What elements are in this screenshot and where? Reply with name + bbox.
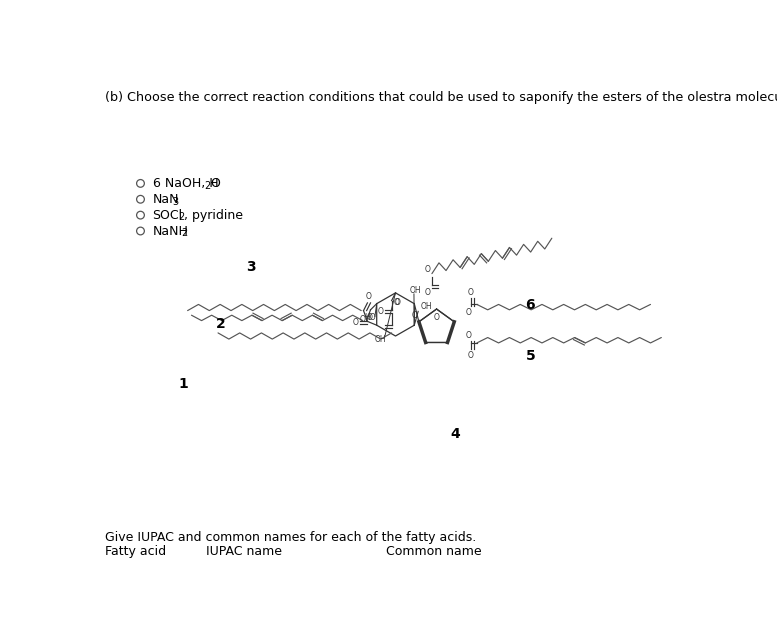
- Text: O: O: [412, 310, 418, 319]
- Text: Fatty acid: Fatty acid: [105, 545, 166, 558]
- Text: 4: 4: [451, 428, 460, 441]
- Text: O: O: [366, 292, 372, 301]
- Text: 2: 2: [216, 317, 225, 331]
- Text: O: O: [395, 298, 401, 307]
- Text: O: O: [425, 289, 431, 298]
- Text: 2: 2: [181, 229, 187, 238]
- Text: O: O: [434, 313, 440, 322]
- Text: 6 NaOH, H: 6 NaOH, H: [152, 177, 218, 190]
- Text: OH: OH: [375, 335, 386, 344]
- Text: O: O: [210, 177, 220, 190]
- Text: O: O: [465, 308, 472, 316]
- Text: O: O: [377, 307, 383, 316]
- Text: SOCl: SOCl: [152, 209, 183, 222]
- Text: OH: OH: [409, 286, 421, 295]
- Text: NaNH: NaNH: [152, 225, 188, 238]
- Text: Common name: Common name: [386, 545, 482, 558]
- Text: 3: 3: [172, 196, 179, 207]
- Text: O: O: [465, 331, 472, 340]
- Text: 5: 5: [526, 349, 535, 363]
- Text: 2: 2: [178, 213, 184, 222]
- Text: O: O: [352, 317, 358, 327]
- Text: O: O: [367, 313, 373, 322]
- Text: O: O: [468, 350, 474, 359]
- Text: , pyridine: , pyridine: [183, 209, 242, 222]
- Text: NaN: NaN: [152, 193, 179, 206]
- Text: 2: 2: [204, 181, 211, 191]
- Text: OH: OH: [420, 302, 432, 311]
- Text: 6: 6: [524, 298, 535, 312]
- Text: O: O: [359, 316, 365, 325]
- Text: O: O: [468, 288, 474, 297]
- Text: IUPAC name: IUPAC name: [206, 545, 281, 558]
- Text: 1: 1: [179, 377, 188, 391]
- Text: Give IUPAC and common names for each of the fatty acids.: Give IUPAC and common names for each of …: [105, 531, 476, 544]
- Text: O: O: [425, 265, 431, 274]
- Text: O: O: [394, 298, 400, 307]
- Text: (b) Choose the correct reaction conditions that could be used to saponify the es: (b) Choose the correct reaction conditio…: [105, 91, 777, 104]
- Text: HO: HO: [364, 312, 376, 321]
- Text: 3: 3: [246, 260, 256, 274]
